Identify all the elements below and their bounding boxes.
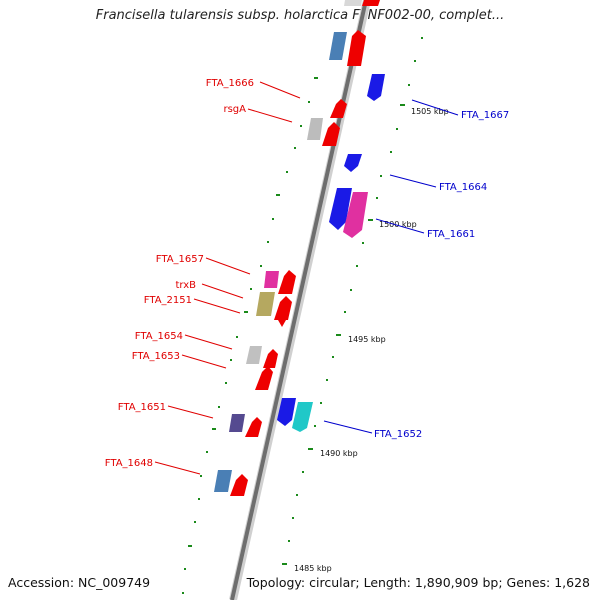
gene-label-fta-2151[interactable]: FTA_2151 — [144, 295, 192, 306]
gene-label-fta-1666[interactable]: FTA_1666 — [206, 78, 254, 89]
gene-label-rsga[interactable]: rsgA — [223, 104, 246, 115]
gene-arrow — [330, 99, 347, 118]
gene-label-trxb[interactable]: trxB — [175, 280, 196, 291]
gene-block — [329, 32, 347, 60]
gene-label-fta-1653[interactable]: FTA_1653 — [132, 351, 180, 362]
gene-label-fta-1651[interactable]: FTA_1651 — [118, 402, 166, 413]
callouts-left — [154, 81, 301, 475]
gene-block — [307, 118, 323, 140]
gene-block — [246, 346, 262, 364]
gene-label-fta-1664[interactable]: FTA_1664 — [439, 182, 487, 193]
scale-label-1495: 1495 kbp — [348, 335, 386, 344]
gene-label-fta-1648[interactable]: FTA_1648 — [105, 458, 153, 469]
gene-arrow — [278, 320, 286, 327]
gene-arrow — [278, 270, 296, 294]
tick-track-right — [282, 37, 423, 565]
gene-arrow — [362, 0, 380, 6]
gene-arrow — [263, 349, 278, 368]
gene-arrow — [347, 30, 366, 66]
gene-block — [229, 414, 245, 432]
backbone — [230, 0, 368, 600]
scale-label-1500: 1500 kbp — [379, 220, 417, 229]
gene-arrow — [230, 474, 248, 496]
reverse-genes — [214, 0, 362, 492]
reverse-genes-right — [277, 74, 385, 432]
gene-block — [264, 271, 279, 288]
gene-label-fta-1654[interactable]: FTA_1654 — [135, 331, 183, 342]
scale-label-1485: 1485 kbp — [294, 564, 332, 573]
gene-label-fta-1652[interactable]: FTA_1652 — [374, 429, 422, 440]
gene-block — [256, 292, 275, 316]
tick-track-left — [182, 77, 318, 594]
gene-arrow — [367, 74, 385, 101]
gene-arrow — [274, 296, 292, 320]
gene-block — [344, 0, 362, 6]
genome-stats-text: Topology: circular; Length: 1,890,909 bp… — [246, 575, 590, 590]
gene-block — [214, 470, 232, 492]
gene-label-fta-1661[interactable]: FTA_1661 — [427, 229, 475, 240]
gene-arrow — [277, 398, 296, 426]
scale-label-1490: 1490 kbp — [320, 449, 358, 458]
scale-label-1505: 1505 kbp — [411, 107, 449, 116]
gene-label-fta-1657[interactable]: FTA_1657 — [156, 254, 204, 265]
gene-arrow — [245, 417, 262, 437]
gene-arrow — [344, 154, 362, 172]
gene-label-fta-1667[interactable]: FTA_1667 — [461, 110, 509, 121]
gene-arrow — [255, 366, 273, 390]
callouts-right — [323, 99, 459, 434]
gene-arrow — [322, 122, 340, 146]
forward-genes — [230, 0, 380, 496]
gene-arrow — [292, 402, 313, 432]
map-title: Francisella tularensis subsp. holarctica… — [95, 8, 505, 23]
accession-text: Accession: NC_009749 — [8, 575, 151, 590]
gene-arrow — [343, 192, 368, 238]
